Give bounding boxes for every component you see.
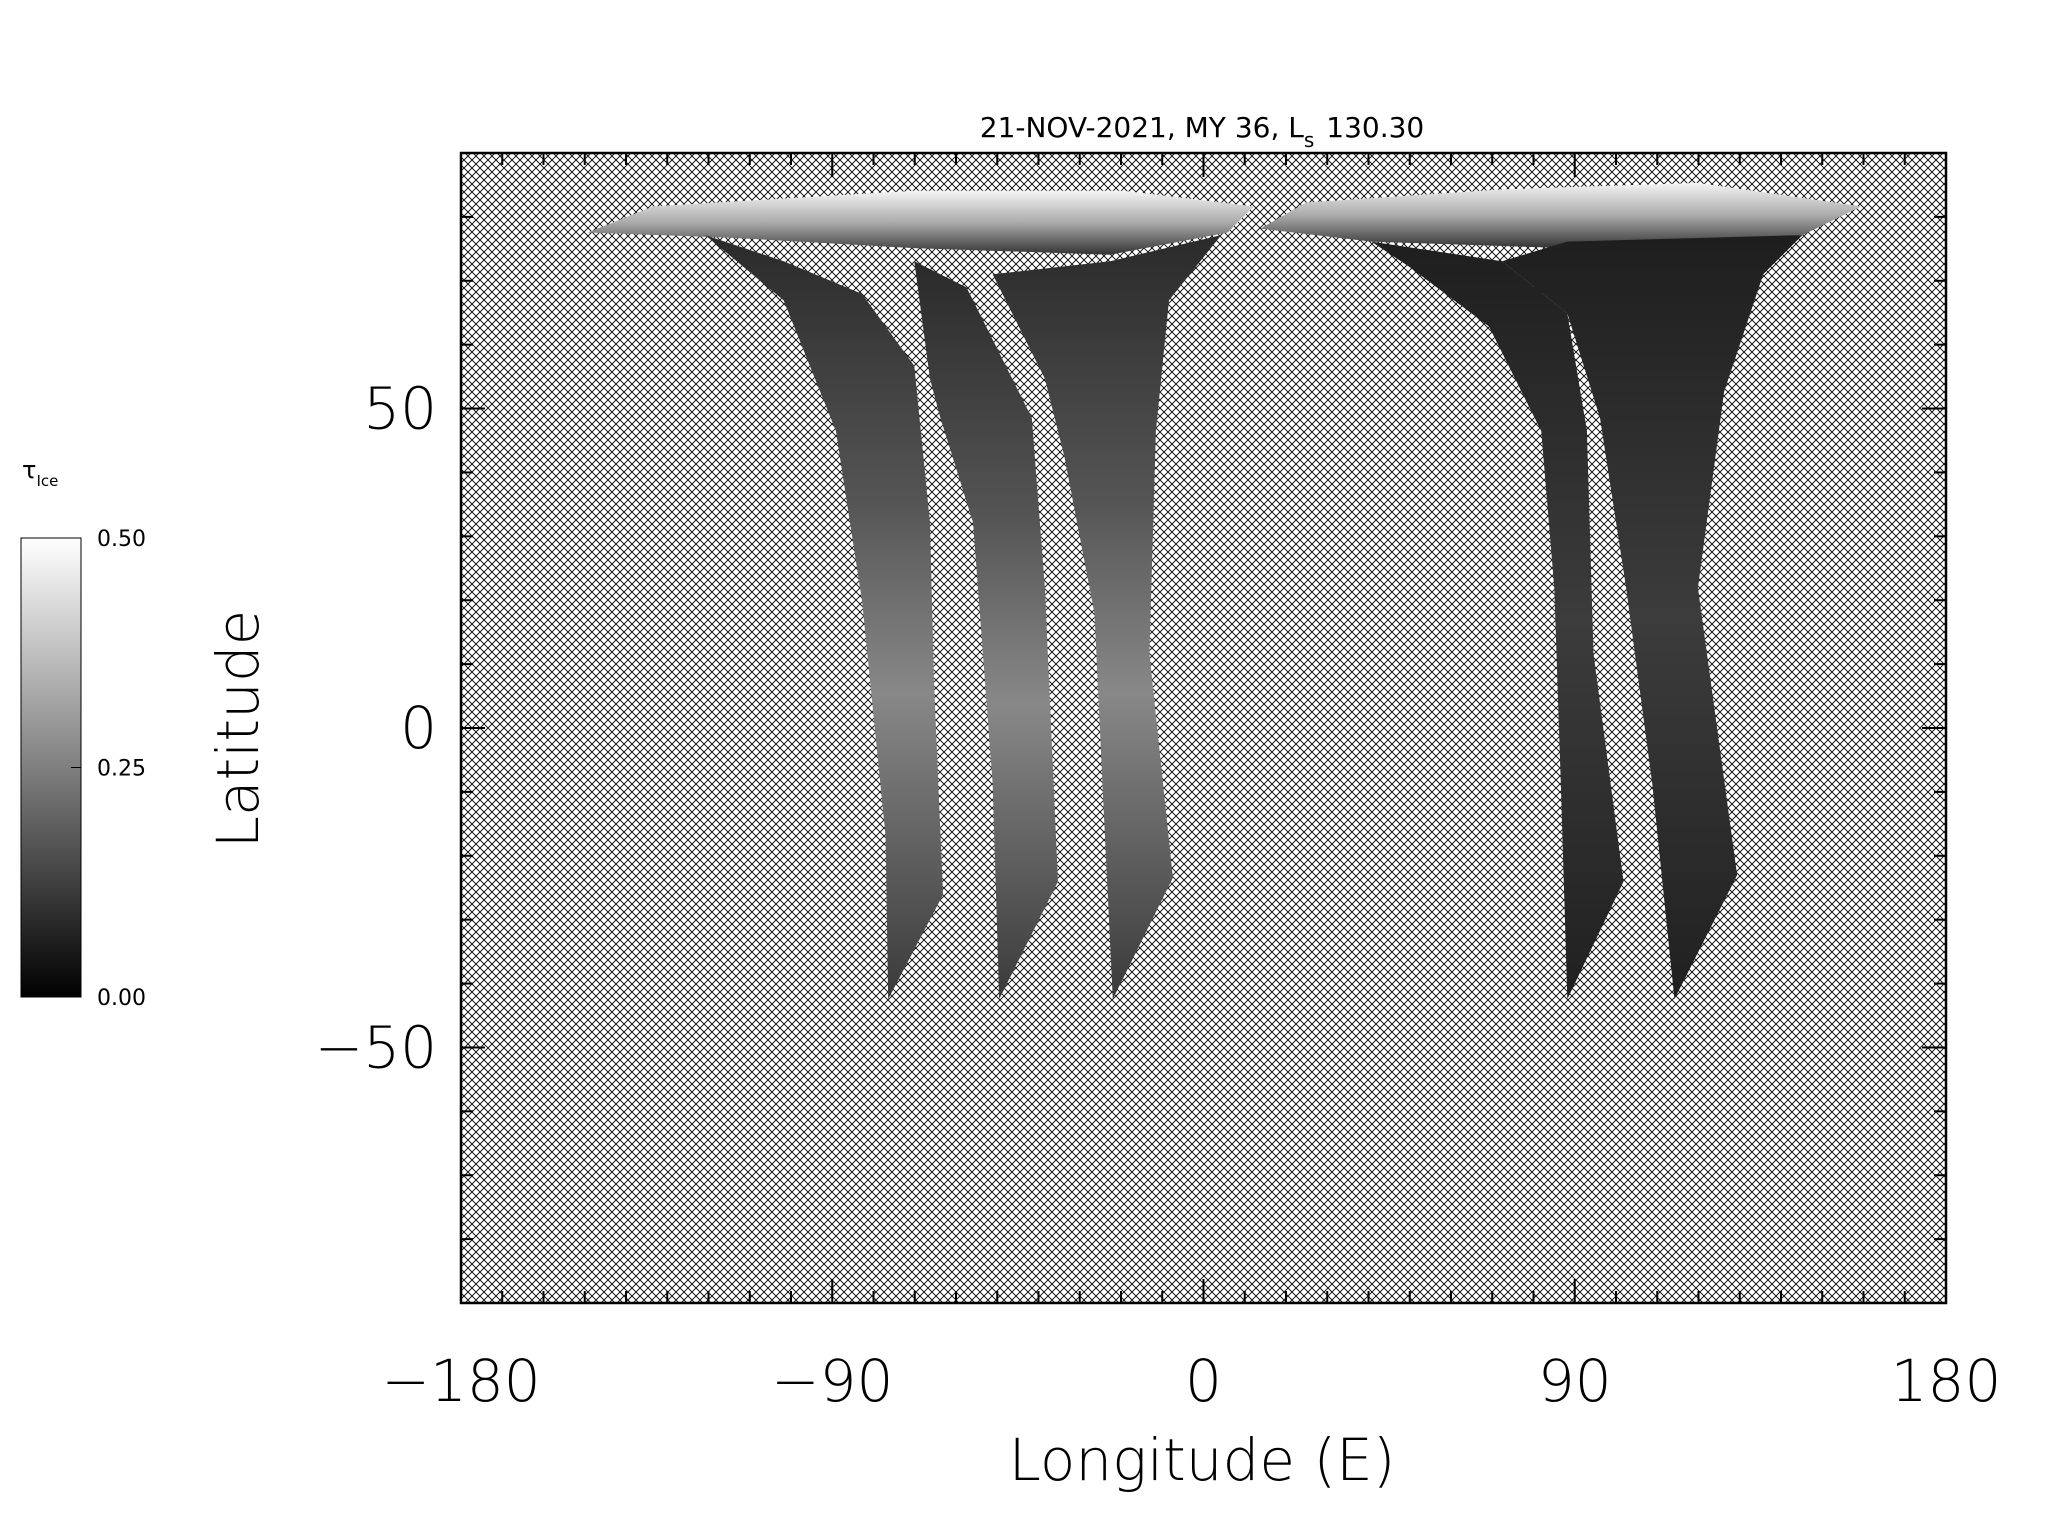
x-tick-label: 90 <box>1538 1347 1612 1415</box>
title-suffix: 130.30 <box>1326 111 1424 144</box>
colorbar-subscript: Ice <box>36 472 58 490</box>
chart-title: 21-NOV-2021, MY 36, Ls 130.30 <box>980 111 1425 152</box>
x-axis-label: Longitude (E) <box>1009 1426 1396 1494</box>
y-tick-label: 0 <box>400 694 437 762</box>
x-tick-label: 180 <box>1891 1347 2002 1415</box>
y-tick-label: 50 <box>363 375 437 443</box>
swath <box>1260 182 1862 249</box>
x-tick-label: −90 <box>771 1347 893 1415</box>
swaths <box>587 182 1862 1000</box>
title-prefix: 21-NOV-2021, MY 36, L <box>980 111 1304 144</box>
colorbar-label: τIce <box>22 456 58 490</box>
x-tick-label: −180 <box>381 1347 540 1415</box>
x-tick-label: 0 <box>1185 1347 1222 1415</box>
title-subscript: s <box>1304 128 1314 152</box>
swath <box>705 235 944 1000</box>
swath <box>914 261 1058 1000</box>
y-axis-label: Latitude <box>204 610 272 849</box>
swath <box>1371 241 1624 1000</box>
colorbar-tick-label: 0.50 <box>97 527 146 552</box>
swath <box>992 235 1222 1000</box>
colorbar-tick-label: 0.00 <box>97 986 146 1011</box>
swath <box>587 190 1254 255</box>
colorbar-symbol: τ <box>22 456 36 484</box>
swath <box>1502 235 1803 1000</box>
colorbar-tick-label: 0.25 <box>97 757 146 782</box>
y-tick-label: −50 <box>315 1013 437 1081</box>
